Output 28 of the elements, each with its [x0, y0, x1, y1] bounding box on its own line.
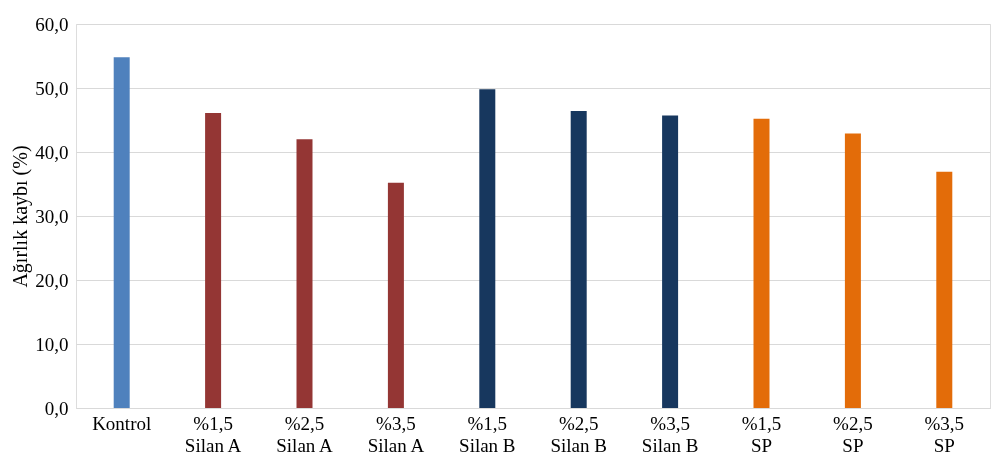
bar: [753, 118, 770, 408]
bar: [936, 171, 953, 408]
x-tick-label: %1,5 Silan B: [459, 412, 516, 456]
y-tick-label: 30,0: [35, 205, 69, 227]
x-tick-label: %2,5 SP: [833, 412, 873, 456]
y-tick-label: 40,0: [35, 141, 69, 163]
bar: [296, 139, 313, 408]
x-tick-label: %1,5 SP: [741, 412, 782, 456]
x-tick-label: %3,5 Silan B: [641, 412, 699, 456]
x-tick-label: %2,5 Silan B: [550, 412, 607, 456]
bar: [844, 133, 861, 408]
y-tick-label: 20,0: [35, 269, 69, 291]
y-tick-label: 60,0: [35, 13, 69, 35]
bar: [113, 57, 130, 408]
x-tick-label: %1,5 Silan A: [184, 412, 242, 456]
x-tick-label: %2,5 Silan A: [276, 412, 334, 456]
y-axis-title: Ağırlık kaybı (%): [9, 145, 33, 288]
y-tick-label: 10,0: [35, 333, 69, 355]
y-tick-label: 0,0: [44, 397, 69, 419]
bar: [387, 182, 404, 408]
x-tick-label: %3,5 SP: [924, 412, 965, 456]
bar: [570, 111, 587, 408]
bar: [662, 115, 679, 408]
x-tick-label: Kontrol: [92, 412, 152, 434]
y-tick-label: 50,0: [35, 77, 69, 99]
bar: [205, 112, 222, 408]
x-tick-label: %3,5 Silan A: [367, 412, 425, 456]
bar: [479, 89, 496, 408]
